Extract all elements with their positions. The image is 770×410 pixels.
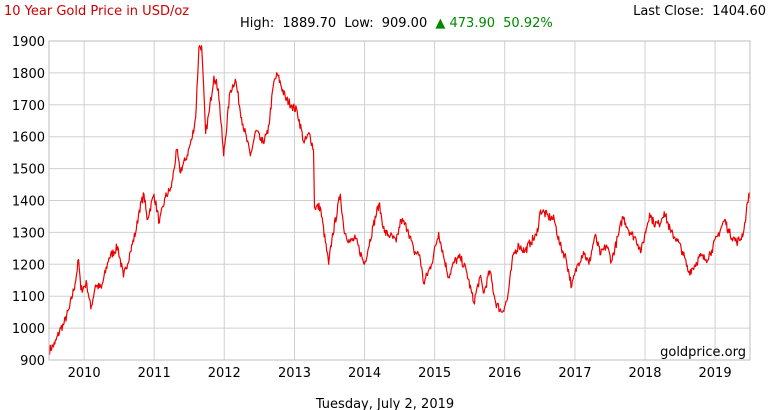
last-close-value: 1404.60 bbox=[712, 4, 766, 19]
y-tick-label: 1900 bbox=[12, 35, 45, 50]
plot-frame bbox=[48, 40, 751, 361]
y-tick-label: 1200 bbox=[12, 258, 45, 273]
chart-title: 10 Year Gold Price in USD/oz bbox=[4, 4, 189, 19]
y-tick-label: 1000 bbox=[12, 322, 45, 337]
y-tick-label: 1500 bbox=[12, 163, 45, 178]
x-axis-ticks: 2010 2011 2012 2013 2014 2015 2016 2017 2018 2019 bbox=[68, 366, 732, 381]
low-label: Low: bbox=[344, 16, 373, 31]
y-tick-label: 900 bbox=[20, 354, 45, 369]
change-value: 473.90 bbox=[450, 16, 496, 31]
last-close: Last Close: 1404.60 bbox=[633, 4, 766, 19]
x-tick-label: 2015 bbox=[418, 366, 451, 381]
high-label: High: bbox=[240, 16, 274, 31]
x-tick-label: 2017 bbox=[558, 366, 591, 381]
x-tick-label: 2012 bbox=[208, 366, 241, 381]
series-layer bbox=[48, 44, 751, 355]
low-value: 909.00 bbox=[382, 16, 428, 31]
high-low-summary: High: 1889.70 Low: 909.00 ▲ 473.90 50.92… bbox=[240, 16, 553, 31]
x-tick-label: 2016 bbox=[488, 366, 521, 381]
chart-date: Tuesday, July 2, 2019 bbox=[315, 397, 454, 410]
x-tick-label: 2018 bbox=[628, 366, 661, 381]
y-tick-label: 1700 bbox=[12, 99, 45, 114]
x-tick-label: 2011 bbox=[138, 366, 171, 381]
y-tick-label: 1100 bbox=[12, 290, 45, 305]
high-value: 1889.70 bbox=[282, 16, 336, 31]
y-tick-label: 1300 bbox=[12, 226, 45, 241]
y-tick-label: 1400 bbox=[12, 195, 45, 210]
y-tick-label: 1600 bbox=[12, 131, 45, 146]
watermark: goldprice.org bbox=[660, 345, 746, 360]
change-percent: 50.92% bbox=[503, 16, 553, 31]
y-axis-ticks: 900 1000 1100 1200 1300 1400 1500 1600 1700 1800 1… bbox=[12, 35, 45, 369]
x-tick-label: 2010 bbox=[68, 366, 101, 381]
x-tick-label: 2013 bbox=[278, 366, 311, 381]
last-close-label: Last Close: bbox=[633, 4, 704, 19]
x-tick-label: 2014 bbox=[348, 366, 381, 381]
gold-price-line bbox=[48, 44, 751, 355]
x-tick-label: 2019 bbox=[699, 366, 732, 381]
change-up-icon: ▲ bbox=[435, 16, 445, 31]
y-tick-label: 1800 bbox=[12, 67, 45, 82]
